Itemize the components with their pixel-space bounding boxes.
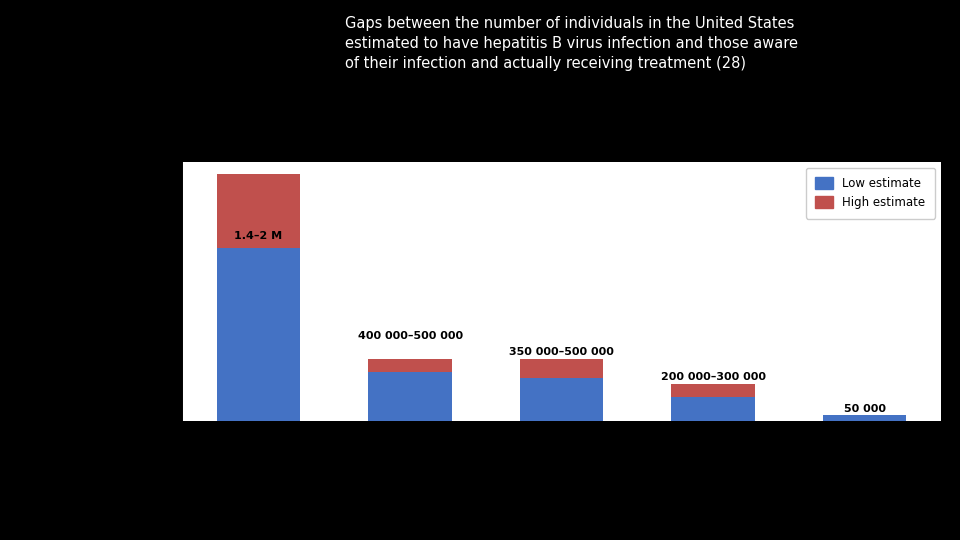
Text: Gaps between the number of individuals in the United States
estimated to have he: Gaps between the number of individuals i… bbox=[345, 16, 798, 71]
Text: 350 000–500 000: 350 000–500 000 bbox=[509, 347, 614, 357]
Bar bbox=[369, 372, 452, 421]
Bar bbox=[217, 248, 300, 421]
Text: 400 000–500 000: 400 000–500 000 bbox=[357, 331, 463, 341]
Bar bbox=[369, 360, 452, 372]
Legend: Low estimate, High estimate: Low estimate, High estimate bbox=[805, 168, 935, 219]
Bar bbox=[823, 415, 906, 421]
Bar bbox=[217, 174, 300, 248]
Text: 50 000: 50 000 bbox=[844, 403, 886, 414]
Text: 200 000–300 000: 200 000–300 000 bbox=[660, 372, 766, 382]
Text: 1.4–2 M: 1.4–2 M bbox=[234, 231, 282, 241]
Bar bbox=[671, 396, 755, 421]
Bar bbox=[520, 378, 603, 421]
Bar bbox=[671, 384, 755, 396]
Bar bbox=[520, 360, 603, 378]
